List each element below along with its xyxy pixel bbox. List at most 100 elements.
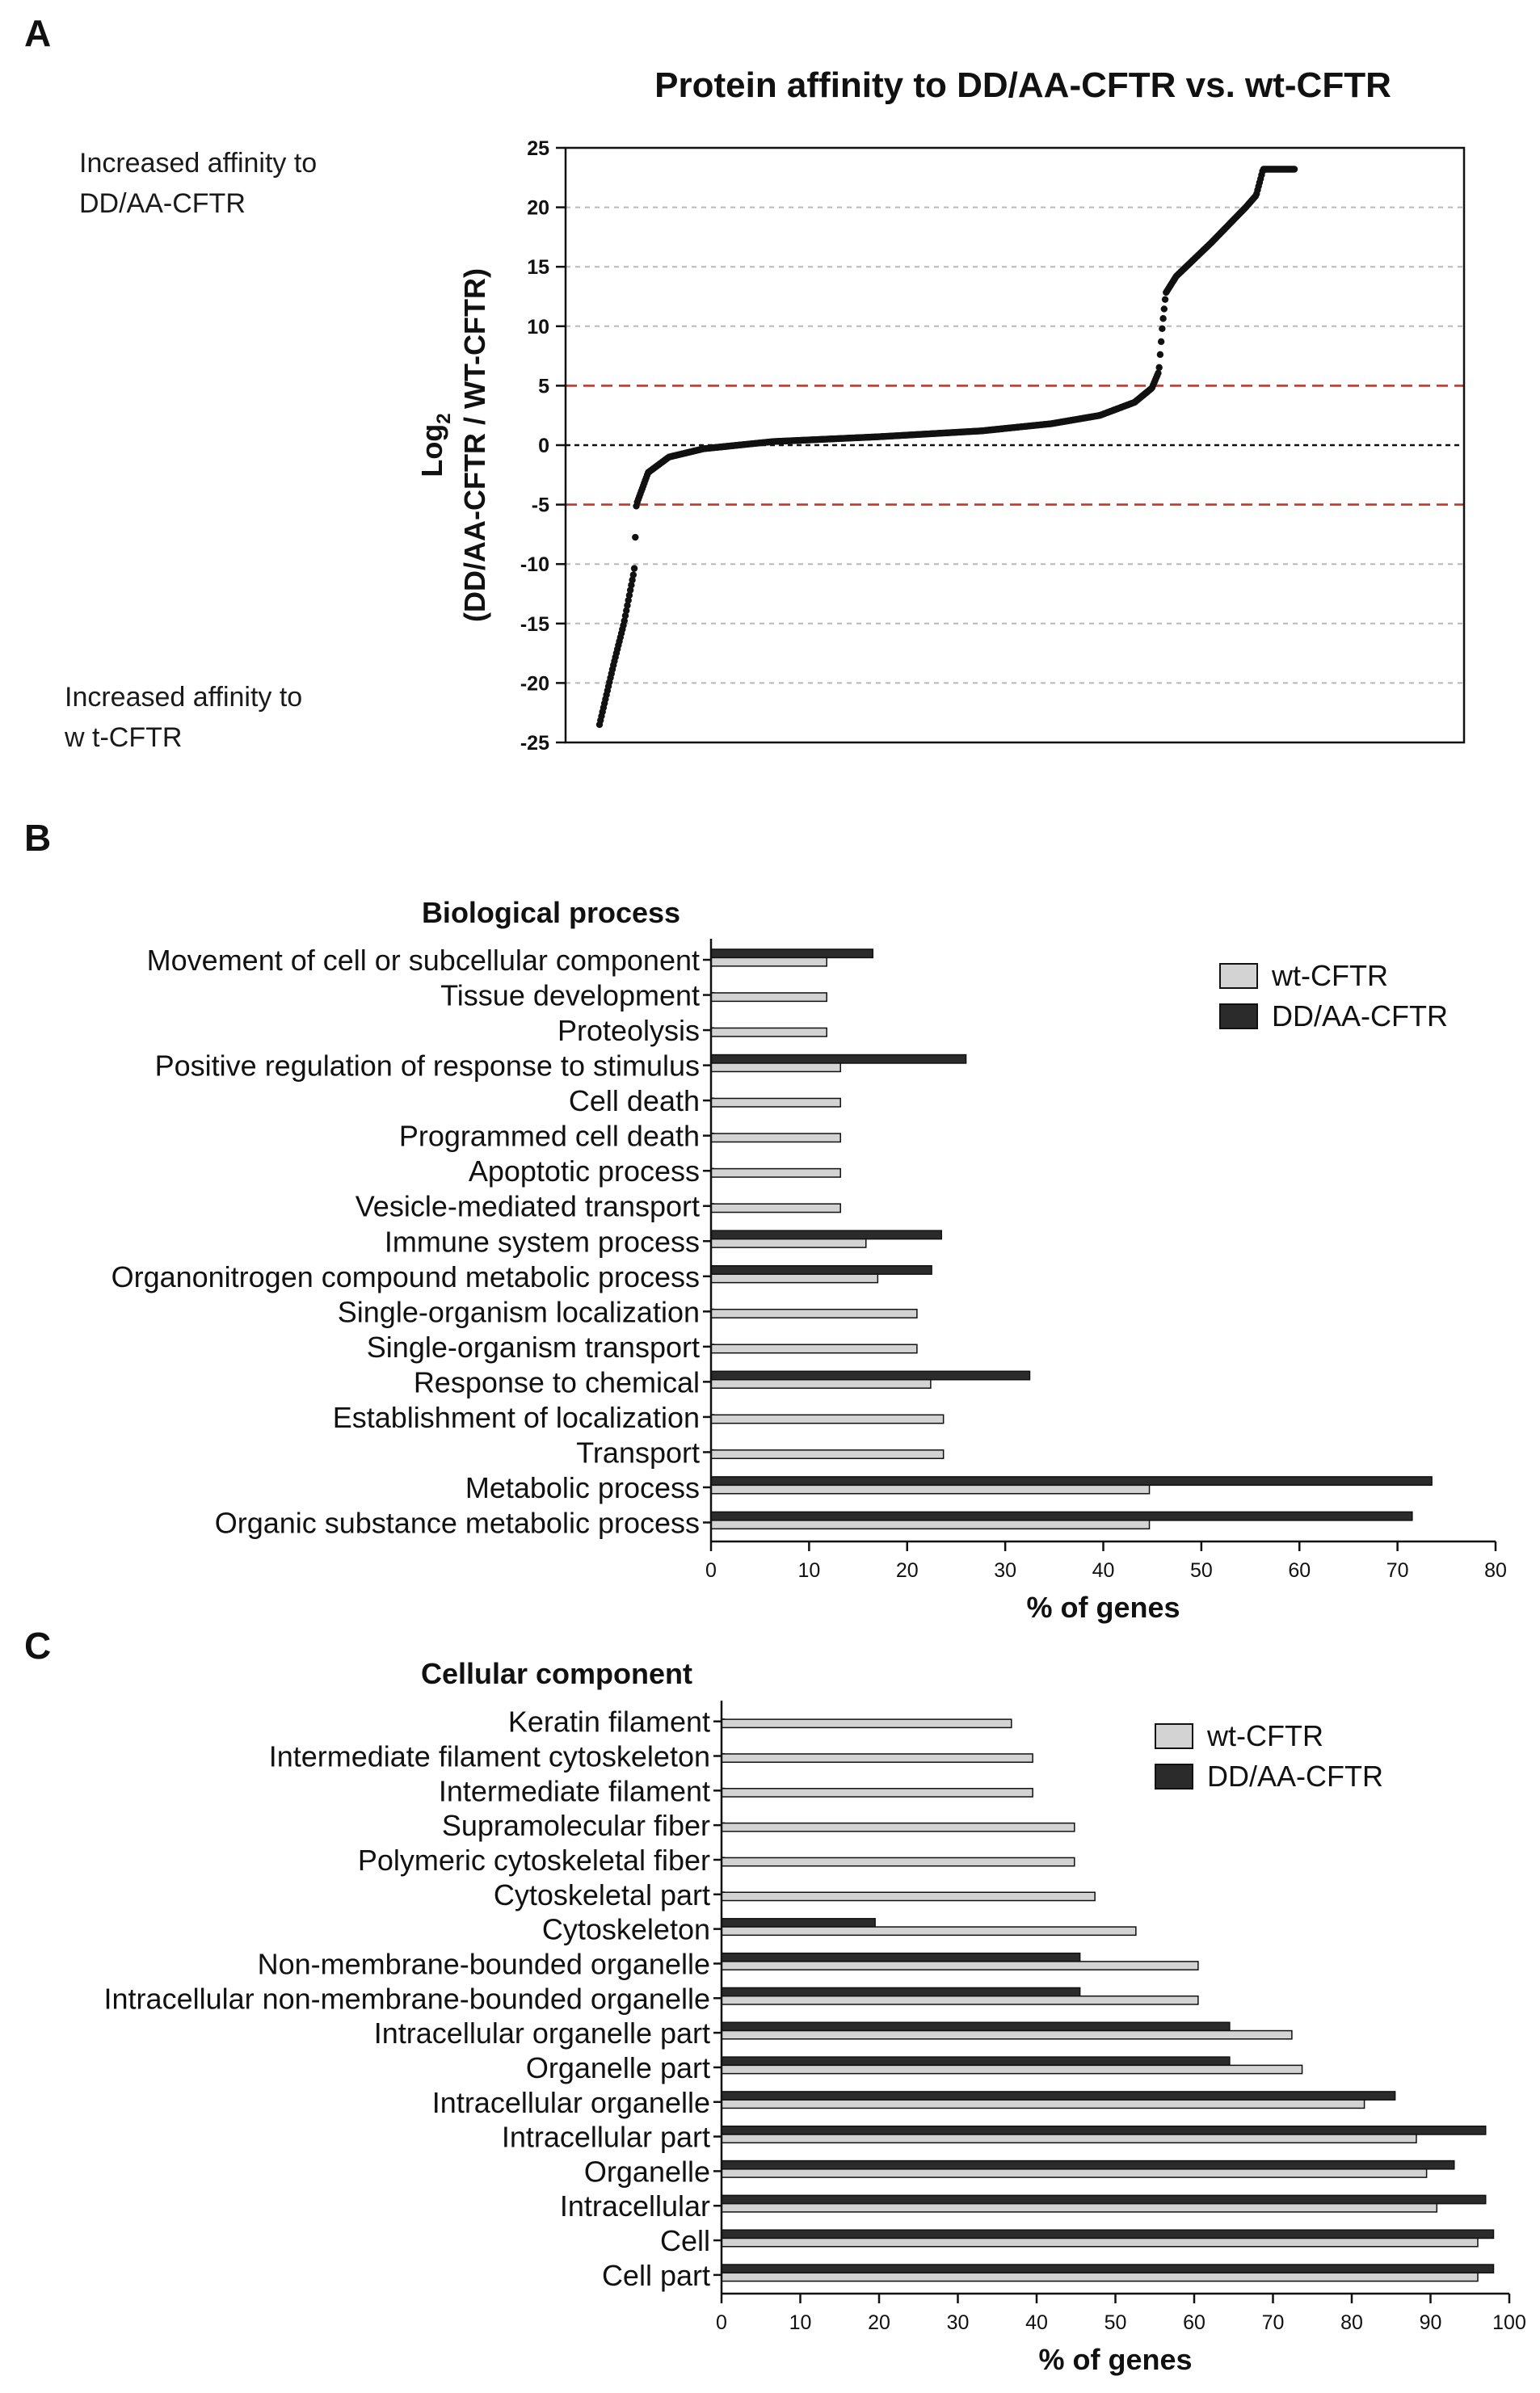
bar-wt-cftr: [710, 1449, 945, 1460]
y-axis-label-ratio: (DD/AA-CFTR / WT-CFTR): [458, 268, 491, 622]
data-point: [629, 571, 637, 578]
bar-wt-cftr: [721, 2237, 1479, 2248]
data-point: [628, 581, 635, 589]
bar-wt-cftr: [721, 2029, 1293, 2040]
x-tick-label: 70: [1386, 1559, 1409, 1582]
bar-wt-cftr: [721, 2202, 1438, 2213]
bar-dd-aa-cftr: [721, 2264, 1495, 2274]
bar-dd-aa-cftr: [721, 1918, 876, 1928]
y-tick-label: 15: [527, 256, 549, 279]
legend-label-dd-aa-cftr: DD/AA-CFTR: [1207, 1760, 1383, 1793]
bar-chart-biological-process: Biological process Movement of cell or su…: [112, 896, 1507, 1624]
bar-dd-aa-cftr: [710, 1054, 967, 1064]
category-label-intermediate-filament-cytoskeleton: Intermediate filament cytoskeleton: [269, 1740, 710, 1773]
bar-dd-aa-cftr: [721, 1952, 1081, 1962]
y-tick-label: 20: [527, 197, 549, 220]
legend-label-wt-cftr: wt-CFTR: [1206, 1719, 1323, 1752]
x-tick-label: 100: [1492, 2311, 1526, 2334]
legend-swatch-wt-cftr: [1219, 963, 1258, 989]
chart-title: Biological process: [422, 896, 680, 929]
category-label-transport: Transport: [576, 1436, 700, 1469]
bar-wt-cftr: [721, 2099, 1365, 2109]
category-label-intracellular-organelle: Intracellular organelle: [432, 2086, 710, 2119]
data-point: [1157, 338, 1165, 346]
category-label-organic-substance-metabolic-process: Organic substance metabolic process: [215, 1506, 700, 1539]
data-point: [1159, 315, 1167, 322]
category-label-establishment-of-localization: Establishment of localization: [333, 1401, 700, 1434]
category-label-organelle-part: Organelle part: [526, 2051, 710, 2084]
bar-wt-cftr: [710, 1520, 1151, 1530]
y-tick-label: -10: [520, 553, 549, 576]
category-label-non-membrane-bounded-organelle: Non-membrane-bounded organelle: [258, 1947, 710, 1980]
x-tick-label: 0: [705, 1559, 717, 1582]
data-point: [630, 565, 638, 572]
bar-wt-cftr: [721, 2134, 1417, 2144]
y-axis-label: Log2: [415, 413, 455, 477]
bar-dd-aa-cftr: [710, 1264, 932, 1275]
x-tick-label: 50: [1190, 1559, 1213, 1582]
panel-label-b: B: [24, 817, 52, 859]
x-axis-label: % of genes: [1038, 2343, 1192, 2376]
bar-dd-aa-cftr: [721, 2021, 1231, 2032]
category-label-intermediate-filament: Intermediate filament: [439, 1774, 710, 1807]
data-point: [1155, 369, 1162, 376]
category-label-single-organism-localization: Single-organism localization: [338, 1295, 700, 1328]
category-label-movement-of-cell-or-subcellular-component: Movement of cell or subcellular componen…: [147, 944, 700, 977]
legend-label-dd-aa-cftr: DD/AA-CFTR: [1272, 999, 1448, 1032]
data-point: [1161, 296, 1169, 303]
bar-dd-aa-cftr: [721, 2091, 1396, 2101]
x-tick-label: 40: [1092, 1559, 1115, 1582]
data-point: [625, 596, 632, 604]
legend-swatch-dd-aa-cftr: [1155, 1764, 1193, 1789]
legend-label-wt-cftr: wt-CFTR: [1271, 959, 1388, 992]
bar-dd-aa-cftr: [721, 2056, 1231, 2067]
bar-wt-cftr: [721, 2064, 1303, 2075]
data-point: [625, 591, 633, 599]
category-label-metabolic-process: Metabolic process: [465, 1471, 700, 1504]
bar-wt-cftr: [710, 1344, 918, 1354]
x-tick-label: 10: [789, 2311, 812, 2334]
bar-dd-aa-cftr: [721, 2125, 1487, 2135]
y-tick-label: 10: [527, 316, 549, 339]
x-tick-label: 40: [1025, 2311, 1048, 2334]
x-tick-label: 20: [868, 2311, 890, 2334]
bar-dd-aa-cftr: [710, 1370, 1031, 1381]
bar-wt-cftr: [710, 1414, 945, 1424]
bar-wt-cftr: [721, 1995, 1199, 2005]
x-tick-label: 0: [716, 2311, 727, 2334]
bar-wt-cftr: [710, 1133, 841, 1143]
bar-wt-cftr: [710, 992, 827, 1003]
data-point: [623, 607, 630, 614]
bar-wt-cftr: [710, 1167, 841, 1178]
data-point: [1155, 364, 1163, 372]
data-point: [1160, 305, 1168, 313]
y-tick-label: -25: [520, 732, 549, 755]
bar-wt-cftr: [721, 1961, 1199, 1970]
category-label-positive-regulation-of-response-to-stimulus: Positive regulation of response to stimu…: [155, 1049, 700, 1083]
x-tick-label: 30: [994, 1559, 1016, 1582]
x-tick-label: 20: [896, 1559, 919, 1582]
chart-title: Cellular component: [421, 1657, 692, 1690]
x-tick-label: 50: [1105, 2311, 1127, 2334]
x-tick-label: 60: [1288, 1559, 1311, 1582]
bar-dd-aa-cftr: [710, 1476, 1433, 1487]
data-point: [629, 576, 636, 584]
bar-wt-cftr: [721, 2168, 1428, 2178]
y-tick-label: 25: [527, 137, 549, 160]
bar-wt-cftr: [710, 957, 827, 967]
category-label-programmed-cell-death: Programmed cell death: [399, 1120, 700, 1153]
bar-wt-cftr: [721, 1857, 1075, 1867]
category-label-cell-death: Cell death: [569, 1084, 700, 1117]
y-tick-label: -20: [520, 672, 549, 695]
bar-wt-cftr: [710, 1097, 841, 1108]
legend-swatch-wt-cftr: [1155, 1723, 1193, 1749]
x-tick-label: 90: [1420, 2311, 1442, 2334]
bar-wt-cftr: [721, 1753, 1033, 1763]
category-label-response-to-chemical: Response to chemical: [414, 1365, 700, 1398]
bar-dd-aa-cftr: [721, 2160, 1455, 2170]
y-tick-label: 5: [538, 375, 549, 397]
category-label-tissue-development: Tissue development: [440, 979, 700, 1012]
data-point: [632, 533, 639, 541]
category-label-supramolecular-fiber: Supramolecular fiber: [442, 1809, 710, 1842]
category-label-cell: Cell: [660, 2224, 710, 2257]
